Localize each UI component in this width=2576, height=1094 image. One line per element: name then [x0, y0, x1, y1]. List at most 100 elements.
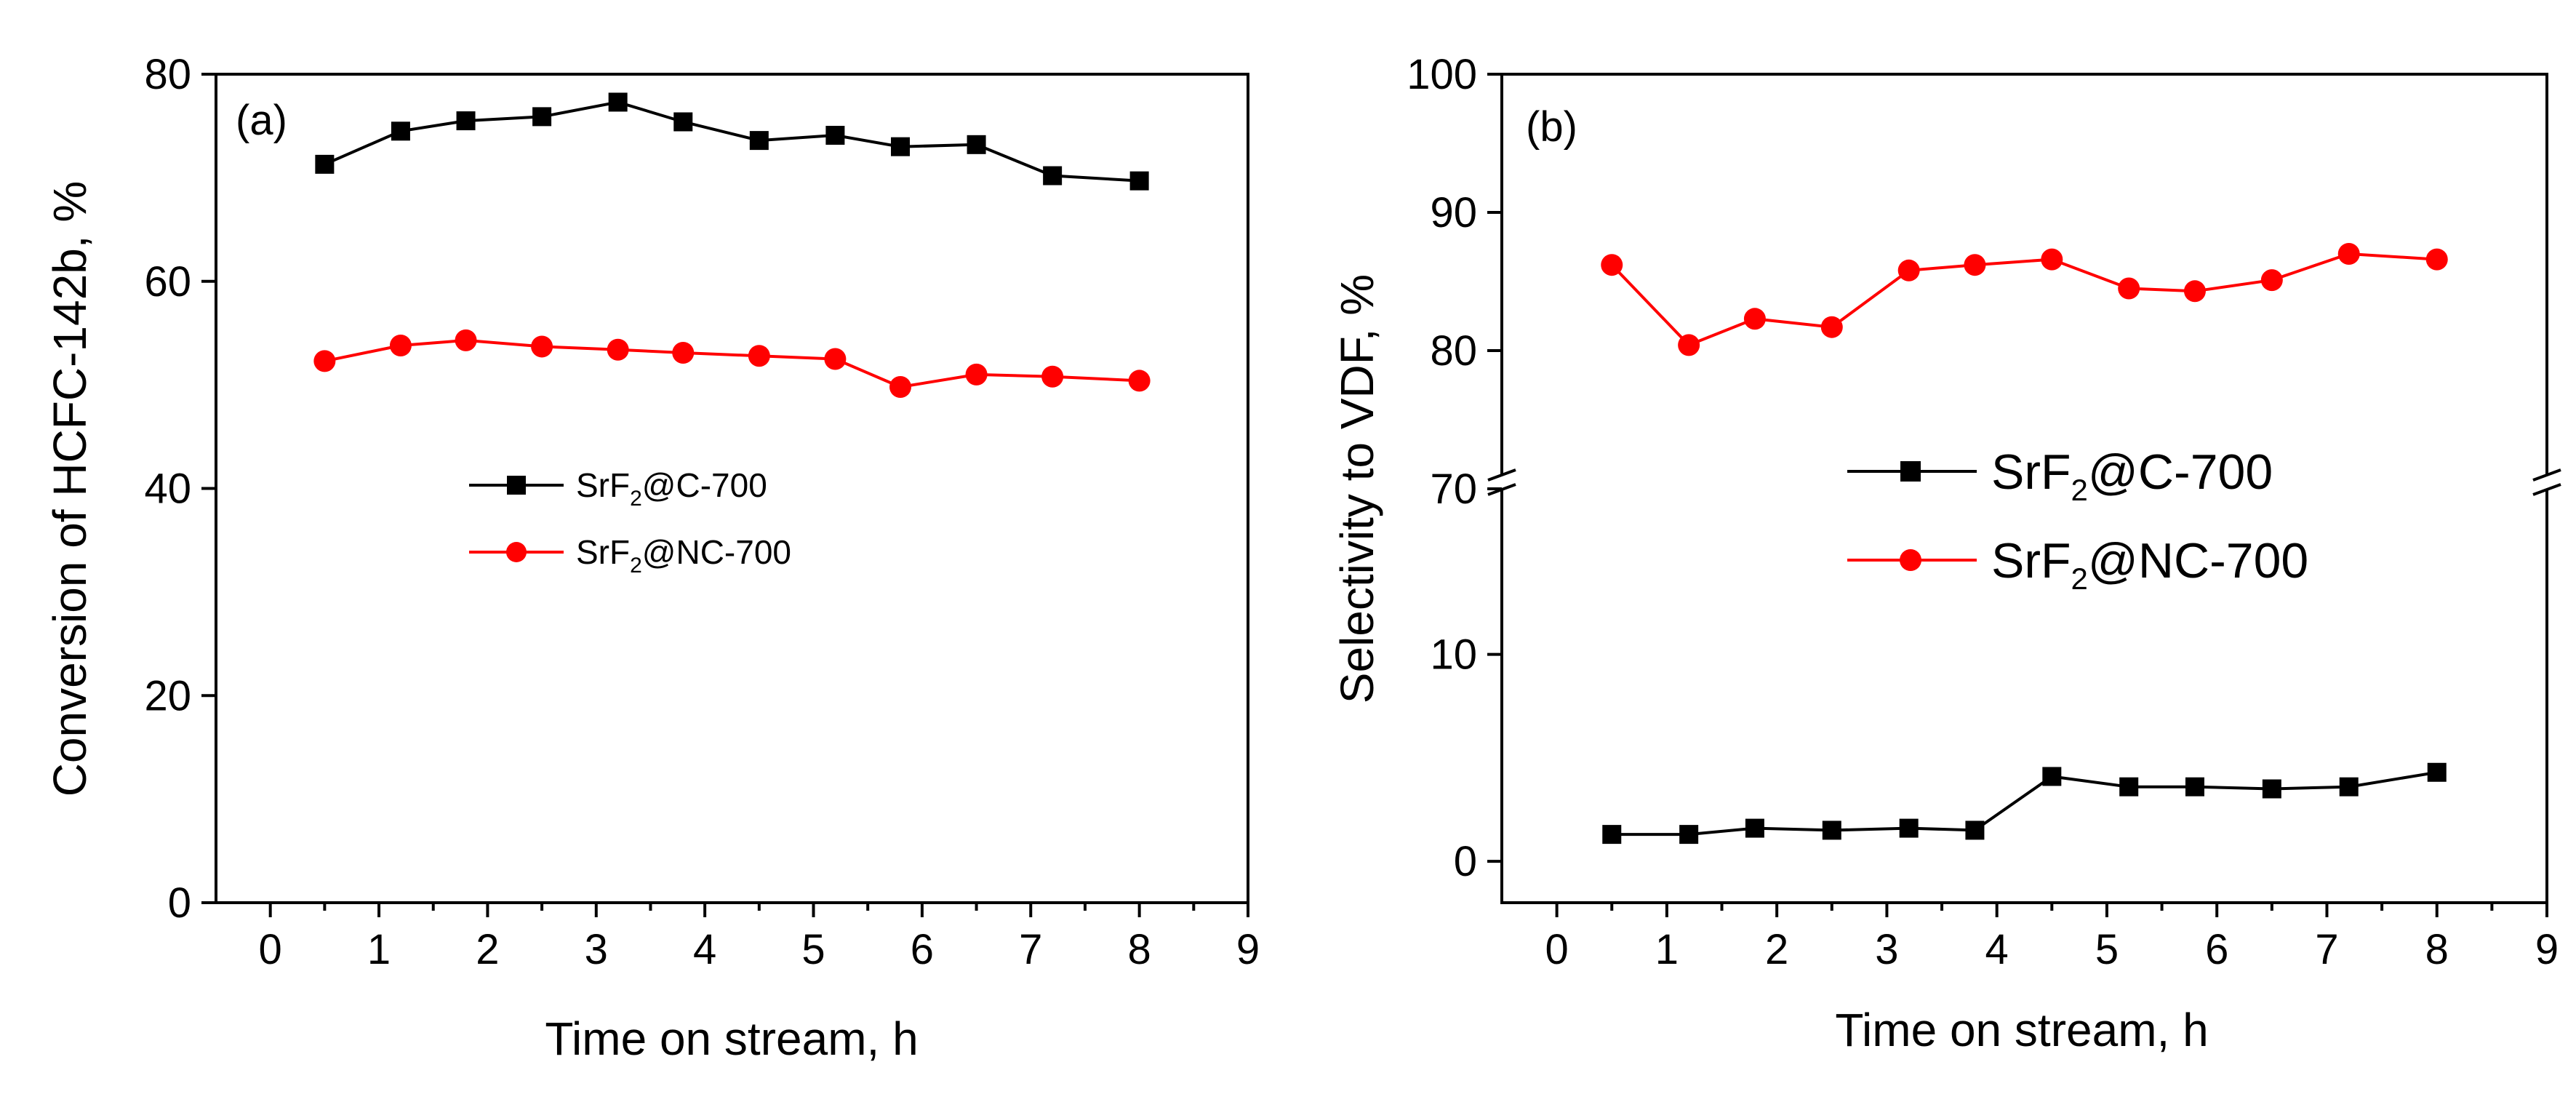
series-line-srf2-c-700-b	[1612, 770, 2438, 837]
y-tick-label-b-10: 10	[1430, 631, 1477, 679]
data-point-srf2-c-700-b-5	[1965, 820, 1985, 840]
series-b	[1601, 243, 2448, 845]
x-tick-label-b-3: 3	[1875, 926, 1898, 973]
y-tick-label-a-40: 40	[144, 466, 191, 513]
data-point-srf2-c-700-a-9	[967, 135, 986, 154]
legend-label-srf2-nc-700-a: SrF2@NC-700	[576, 533, 791, 578]
data-point-srf2-c-700-b-7	[2119, 777, 2139, 796]
legend-a: SrF2@C-700 SrF2@NC-700	[469, 466, 791, 578]
legend-label-srf2-nc-700-b: SrF2@NC-700	[1991, 533, 2308, 596]
legend-label-srf2-c-700-b: SrF2@C-700	[1991, 444, 2273, 507]
x-tick-label-a-5: 5	[801, 926, 825, 973]
x-tick-label-a-9: 9	[1236, 926, 1260, 973]
x-tick-label-b-8: 8	[2425, 926, 2449, 973]
data-point-srf2-nc-700-b-5	[1964, 254, 1986, 276]
data-point-srf2-c-700-b-8	[2185, 777, 2204, 796]
chart-panel-a: (a) 0 1 2 3 4 5 6 7 8 9 0 20 40 60 80 Time on stream, …	[44, 51, 1260, 1065]
data-point-srf2-c-700-a-8	[891, 137, 911, 156]
axis-break-mark-right	[2532, 468, 2561, 496]
y-tick-label-a-80: 80	[144, 51, 191, 98]
data-point-srf2-c-700-a-6	[749, 131, 769, 151]
y-tick-label-b-70: 70	[1430, 466, 1477, 513]
data-point-srf2-c-700-b-2	[1745, 818, 1764, 838]
legend-marker-srf2-nc-700-a	[506, 542, 527, 562]
y-tick-label-a-20: 20	[144, 672, 191, 719]
series-a	[313, 92, 1151, 398]
series-line-srf2-nc-700-b	[1610, 252, 2437, 347]
data-point-srf2-c-700-a-11	[1129, 171, 1149, 191]
data-point-srf2-nc-700-a-4	[607, 338, 629, 361]
x-axis-title-a: Time on stream, h	[545, 1013, 918, 1065]
data-point-srf2-nc-700-a-7	[824, 348, 847, 370]
data-point-srf2-c-700-b-4	[1899, 818, 1919, 838]
data-point-srf2-nc-700-a-5	[672, 341, 695, 364]
data-point-srf2-nc-700-a-8	[889, 375, 912, 398]
x-tick-label-a-3: 3	[585, 926, 608, 973]
data-point-srf2-c-700-a-1	[391, 121, 410, 141]
data-point-srf2-nc-700-b-9	[2260, 269, 2283, 292]
ticks-a: 0 1 2 3 4 5 6 7 8 9 0 20 40 60 80	[144, 51, 1260, 973]
panel-label-b: (b)	[1526, 103, 1577, 151]
x-tick-label-a-1: 1	[367, 926, 391, 973]
x-tick-label-b-5: 5	[2095, 926, 2119, 973]
y-axis-title-b: Selectivity to VDF, %	[1331, 274, 1383, 703]
data-point-srf2-c-700-a-2	[456, 111, 476, 131]
data-point-srf2-c-700-b-11	[2427, 762, 2447, 782]
x-tick-label-a-8: 8	[1127, 926, 1151, 973]
y-tick-label-b-80: 80	[1430, 327, 1477, 375]
data-point-srf2-nc-700-b-2	[1743, 308, 1766, 330]
data-point-srf2-c-700-a-5	[673, 112, 693, 132]
panel-label-a: (a)	[236, 97, 287, 144]
legend-label-srf2-c-700-a: SrF2@C-700	[576, 466, 767, 511]
legend-marker-srf2-c-700-b	[1900, 461, 1921, 482]
data-point-srf2-c-700-b-3	[1822, 820, 1841, 840]
x-tick-label-b-7: 7	[2315, 926, 2338, 973]
data-point-srf2-c-700-a-0	[315, 154, 335, 174]
data-point-srf2-nc-700-a-0	[313, 350, 336, 372]
data-point-srf2-nc-700-a-3	[531, 335, 553, 358]
data-point-srf2-nc-700-b-1	[1678, 334, 1700, 356]
x-axis-title-b: Time on stream, h	[1835, 1004, 2208, 1056]
data-point-srf2-nc-700-b-3	[1820, 316, 1843, 338]
data-point-srf2-c-700-a-4	[608, 92, 628, 112]
data-point-srf2-nc-700-b-8	[2183, 280, 2206, 303]
x-tick-label-b-2: 2	[1765, 926, 1788, 973]
data-point-srf2-c-700-a-7	[825, 126, 845, 145]
x-tick-label-a-0: 0	[259, 926, 282, 973]
x-tick-label-b-9: 9	[2535, 926, 2559, 973]
series-line-srf2-c-700-a	[324, 100, 1140, 183]
series-line-srf2-nc-700-a	[324, 338, 1140, 389]
y-tick-label-a-0: 0	[168, 879, 191, 927]
data-point-srf2-nc-700-a-2	[455, 329, 477, 351]
y-tick-label-b-90: 90	[1430, 189, 1477, 236]
data-point-srf2-c-700-a-10	[1043, 166, 1063, 185]
x-tick-label-a-6: 6	[911, 926, 934, 973]
data-point-srf2-nc-700-b-6	[2041, 248, 2063, 271]
data-point-srf2-nc-700-b-4	[1897, 259, 1920, 282]
y-tick-label-a-60: 60	[144, 258, 191, 306]
data-point-srf2-nc-700-b-11	[2425, 248, 2448, 271]
x-tick-label-b-0: 0	[1545, 926, 1568, 973]
legend-marker-srf2-c-700-a	[507, 476, 526, 495]
data-point-srf2-c-700-a-3	[532, 107, 552, 127]
data-point-srf2-nc-700-a-10	[1041, 365, 1064, 388]
data-point-srf2-c-700-b-1	[1679, 825, 1699, 845]
y-tick-label-b-0: 0	[1454, 838, 1477, 885]
data-point-srf2-c-700-b-0	[1602, 825, 1622, 845]
data-point-srf2-c-700-b-10	[2339, 777, 2359, 796]
x-tick-label-b-1: 1	[1655, 926, 1679, 973]
data-point-srf2-c-700-b-9	[2262, 779, 2281, 799]
data-point-srf2-nc-700-a-9	[965, 363, 988, 386]
data-point-srf2-c-700-b-6	[2042, 767, 2062, 786]
y-tick-label-b-100: 100	[1407, 51, 1477, 98]
x-tick-label-a-4: 4	[693, 926, 716, 973]
data-point-srf2-nc-700-b-0	[1601, 254, 1623, 276]
y-axis-title-a: Conversion of HCFC-142b, %	[44, 181, 96, 797]
x-tick-label-a-2: 2	[476, 926, 499, 973]
data-point-srf2-nc-700-b-10	[2337, 243, 2360, 265]
data-point-srf2-nc-700-a-6	[748, 345, 770, 367]
